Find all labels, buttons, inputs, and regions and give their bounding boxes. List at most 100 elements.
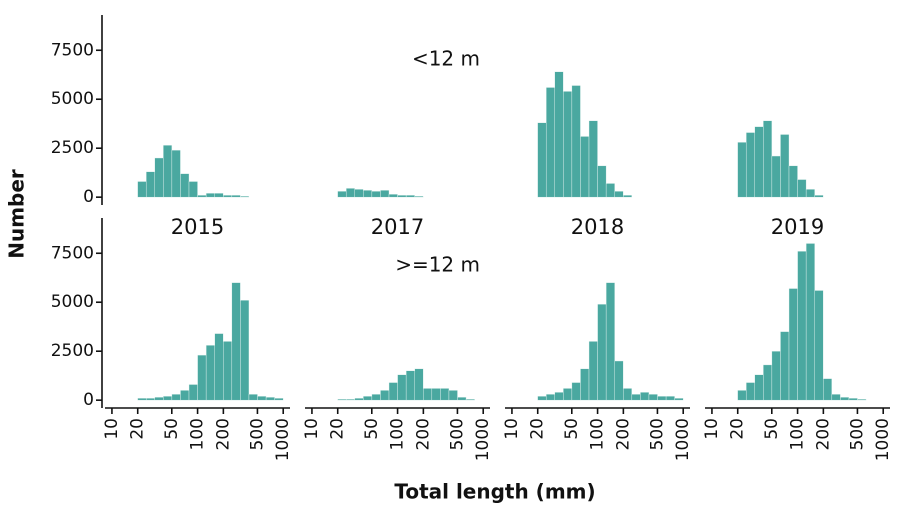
histogram-bar	[563, 91, 573, 198]
histogram-bar	[154, 157, 164, 198]
histogram-bar	[397, 374, 407, 401]
histogram-bar	[137, 181, 147, 198]
panel-title: 2019	[771, 215, 824, 239]
x-tick-label: 100	[588, 418, 608, 450]
x-tick-label: 1000	[873, 418, 893, 461]
histogram-bar	[414, 368, 424, 401]
y-tick-label: 7500	[51, 243, 94, 263]
histogram-bar	[231, 282, 241, 401]
histogram-bar	[771, 155, 781, 198]
histogram-bar	[145, 398, 155, 401]
x-tick-label: 20	[128, 418, 148, 440]
x-tick-label: 200	[813, 418, 833, 450]
histogram-bar	[171, 149, 181, 198]
histogram-bar	[440, 388, 450, 401]
histogram-bar	[354, 398, 364, 401]
histogram-bar	[554, 392, 564, 401]
histogram-bar	[154, 397, 164, 401]
histogram-bar	[597, 165, 607, 198]
histogram-bar	[371, 191, 381, 198]
histogram-bar	[640, 392, 650, 401]
histogram-bar	[848, 398, 858, 401]
histogram-bar	[188, 384, 198, 401]
histogram-bar	[205, 193, 215, 198]
histogram-bar	[554, 71, 564, 198]
x-tick-label: 10	[102, 418, 122, 440]
histogram-bar	[397, 195, 407, 198]
histogram-bar	[788, 165, 798, 198]
histogram-bar	[197, 354, 207, 401]
histogram-bar	[674, 398, 684, 401]
x-tick-label: 50	[362, 418, 382, 440]
histogram-bar	[588, 341, 598, 401]
histogram-bar	[857, 398, 867, 401]
histogram-bar	[145, 171, 155, 198]
histogram-bar	[214, 333, 224, 401]
histogram-bar	[545, 394, 555, 401]
histogram-bar	[737, 142, 747, 198]
histogram-bar	[763, 364, 773, 401]
histogram-bar	[537, 396, 547, 401]
histogram-bar	[840, 397, 850, 401]
histogram-bar	[257, 396, 267, 401]
histogram-bar	[188, 181, 198, 198]
histogram-bar	[771, 350, 781, 401]
histogram-bar	[137, 398, 147, 401]
histogram-bar	[537, 122, 547, 198]
panel-title: 2017	[371, 215, 424, 239]
histogram-bar	[180, 173, 190, 198]
histogram-bar	[814, 290, 824, 401]
x-tick-label: 100	[188, 418, 208, 450]
x-axis-label: Total length (mm)	[394, 480, 595, 504]
x-tick-label: 1000	[273, 418, 293, 461]
histogram-bar	[805, 243, 815, 401]
histogram-bar	[545, 87, 555, 198]
histogram-bar	[214, 193, 224, 198]
histogram-bar	[614, 360, 624, 401]
y-tick-label: 7500	[51, 40, 94, 60]
histogram-bar	[665, 396, 675, 401]
histogram-bar	[797, 251, 807, 401]
histogram-bar	[797, 179, 807, 198]
histogram-bar	[605, 282, 615, 401]
histogram-bar	[171, 394, 181, 401]
histogram-bar	[231, 195, 241, 198]
histogram-bar	[405, 370, 415, 401]
histogram-bar	[371, 394, 381, 401]
x-tick-label: 20	[728, 418, 748, 440]
y-tick-label: 5000	[51, 89, 94, 109]
histogram-bar	[345, 398, 355, 401]
histogram-bar	[431, 388, 441, 401]
x-tick-label: 50	[762, 418, 782, 440]
histogram-bar	[248, 394, 258, 401]
histogram-bar	[831, 394, 841, 401]
histogram-bar	[240, 300, 250, 401]
x-tick-label: 20	[528, 418, 548, 440]
x-tick-label: 200	[213, 418, 233, 450]
histogram-bar	[614, 191, 624, 198]
panel-title: 2015	[171, 215, 224, 239]
x-tick-label: 100	[388, 418, 408, 450]
histogram-bar	[580, 136, 590, 198]
histogram-bar	[631, 394, 641, 401]
histogram-bar	[780, 134, 790, 198]
histogram-bar	[363, 190, 373, 198]
histogram-bar	[563, 388, 573, 401]
x-tick-label: 200	[413, 418, 433, 450]
histogram-bar	[737, 390, 747, 401]
histogram-bar	[623, 195, 633, 198]
x-tick-label: 500	[847, 418, 867, 450]
histogram-bar	[423, 388, 433, 401]
histogram-bar	[380, 190, 390, 198]
y-tick-label: 2500	[51, 138, 94, 158]
histogram-bar	[814, 195, 824, 198]
histogram-bar	[388, 194, 398, 198]
histogram-bar	[571, 382, 581, 401]
x-tick-label: 500	[647, 418, 667, 450]
histogram-bar	[648, 394, 658, 401]
x-tick-label: 20	[328, 418, 348, 440]
panel-annotation: <12 m	[412, 47, 480, 71]
x-tick-label: 10	[702, 418, 722, 440]
histogram-bar	[788, 288, 798, 401]
